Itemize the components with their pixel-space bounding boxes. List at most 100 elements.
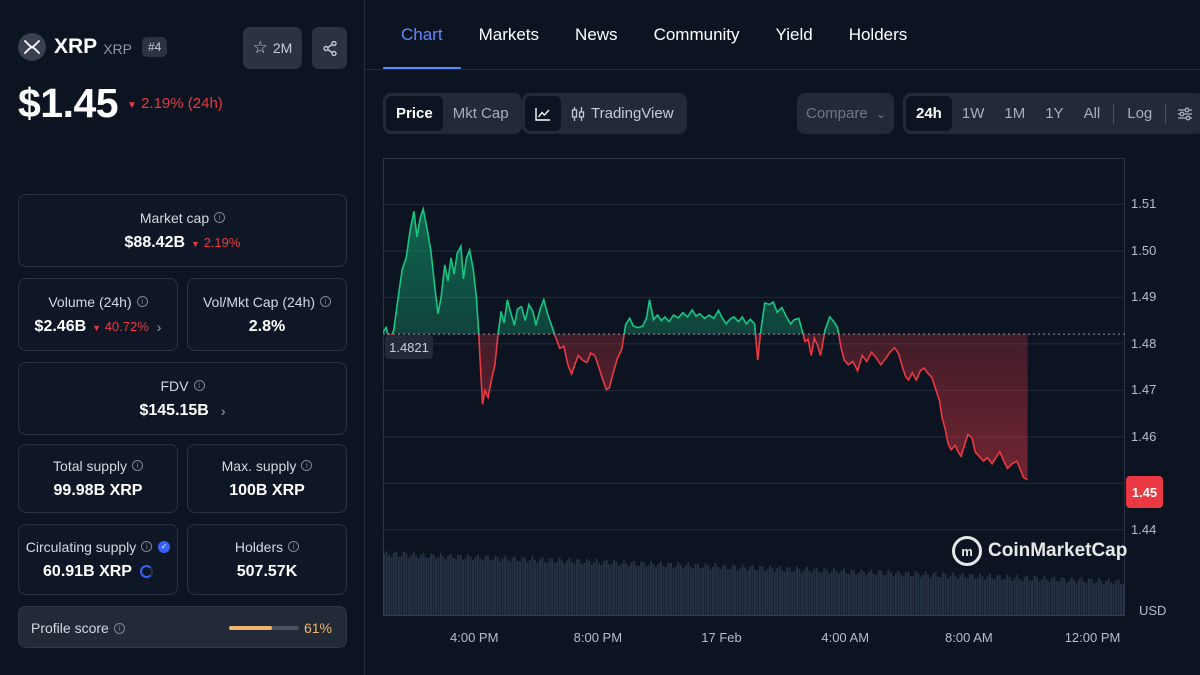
y-tick-label: 1.50 <box>1131 242 1157 258</box>
volume-change: ▼ 40.72% <box>92 319 149 334</box>
volume-bar <box>798 568 801 616</box>
volume-bar <box>489 560 492 616</box>
log-scale-button[interactable]: Log <box>1127 105 1153 122</box>
volume-bar <box>429 553 432 616</box>
volume-bar <box>417 558 420 616</box>
volume-bar <box>449 553 452 616</box>
volume-bar <box>971 574 974 616</box>
currency-label: USD <box>1139 603 1167 618</box>
volume-bar <box>412 552 415 616</box>
volume-bar <box>625 563 628 616</box>
x-tick-label: 4:00 AM <box>821 630 870 645</box>
vol-mkt-cap-value: 2.8% <box>248 317 286 335</box>
current-price: $1.45 <box>18 80 119 126</box>
info-icon[interactable]: i <box>131 460 143 471</box>
volume-bar <box>761 566 764 616</box>
volume-bar <box>951 572 954 616</box>
volume-bar <box>766 569 769 616</box>
info-icon[interactable]: i <box>141 541 153 552</box>
volume-bar <box>754 569 756 616</box>
range-1m-button[interactable]: 1M <box>1004 105 1026 122</box>
chart-settings-button[interactable] <box>1169 96 1200 131</box>
tab-yield[interactable]: Yield <box>775 25 813 44</box>
range-all-button[interactable]: All <box>1083 105 1101 122</box>
price-chart[interactable] <box>383 158 1125 616</box>
volume-bar <box>491 559 494 616</box>
info-icon[interactable]: i <box>136 296 148 307</box>
tab-chart[interactable]: Chart <box>383 0 461 70</box>
volume-bar <box>892 576 895 616</box>
volume-bar <box>756 570 759 616</box>
volume-bar <box>684 565 687 616</box>
volume-bar <box>1102 584 1105 616</box>
share-icon <box>322 40 337 56</box>
price-chart-svg[interactable] <box>383 158 1125 616</box>
open-price-tag: 1.4821 <box>385 335 433 359</box>
volume-bar <box>847 573 850 616</box>
line-chart-button[interactable] <box>525 96 561 131</box>
volume-bar <box>731 564 734 616</box>
volume-bar <box>1031 580 1033 616</box>
volume-bar <box>516 560 519 616</box>
profile-score-row[interactable]: Profile score i 61% <box>18 606 347 648</box>
rank-badge: #4 <box>141 37 168 57</box>
volume-bar <box>617 565 620 616</box>
volume-bar <box>632 560 635 616</box>
price-toggle-button[interactable]: Price <box>386 96 443 131</box>
volume-bar <box>1006 574 1009 616</box>
watchlist-button[interactable]: ☆ 2M <box>243 27 302 69</box>
fdv-card[interactable]: FDV i $145.15B › <box>18 362 347 435</box>
range-24h-button[interactable]: 24h <box>906 96 952 131</box>
volume-bar <box>979 573 982 616</box>
volume-bar <box>843 568 846 616</box>
volume-bar <box>823 568 826 616</box>
volume-bar <box>1021 580 1024 616</box>
info-icon[interactable]: i <box>301 460 313 471</box>
tab-markets[interactable]: Markets <box>478 25 540 44</box>
volume-bar <box>1120 583 1123 616</box>
volume-bar <box>437 556 440 616</box>
volume-bar <box>593 561 596 616</box>
share-button[interactable] <box>312 27 347 69</box>
info-icon[interactable]: i <box>193 380 205 391</box>
volume-bar <box>558 557 561 616</box>
tab-news[interactable]: News <box>575 25 618 44</box>
compare-dropdown[interactable]: Compare ⌄ <box>797 93 894 134</box>
volume-bar <box>875 575 878 616</box>
volume-bar <box>422 552 425 616</box>
volume-bar <box>894 573 897 616</box>
volume-bar <box>1068 580 1071 616</box>
info-icon[interactable]: i <box>320 296 332 307</box>
volume-bar <box>981 576 984 616</box>
volume-bar <box>469 556 472 616</box>
volume-card[interactable]: Volume (24h) i $2.46B ▼ 40.72% › <box>18 278 178 351</box>
volume-bar <box>679 564 682 616</box>
volume-bar <box>1058 581 1061 616</box>
mktcap-toggle-button[interactable]: Mkt Cap <box>452 105 509 122</box>
volume-bar <box>932 573 935 616</box>
tab-community[interactable]: Community <box>653 25 740 44</box>
info-icon[interactable]: i <box>214 212 226 223</box>
info-icon[interactable]: i <box>288 541 300 552</box>
volume-bar <box>1013 577 1016 616</box>
volume-bar <box>677 562 680 616</box>
price-mktcap-toggle: Price Mkt Cap <box>383 93 522 134</box>
info-icon[interactable]: i <box>113 622 125 634</box>
compare-label: Compare <box>806 105 868 122</box>
volume-bar <box>519 561 522 616</box>
volume-bar <box>964 577 967 616</box>
volume-bar <box>1035 577 1038 616</box>
tab-holders[interactable]: Holders <box>848 25 908 44</box>
volume-bar <box>640 561 643 616</box>
volume-bar <box>828 573 831 616</box>
range-1y-button[interactable]: 1Y <box>1045 105 1064 122</box>
volume-bar <box>746 570 749 616</box>
volume-bar <box>543 561 546 616</box>
area-below-baseline <box>383 334 1028 480</box>
volume-bar <box>830 571 833 616</box>
tradingview-button[interactable]: TradingView <box>561 96 684 131</box>
range-1w-button[interactable]: 1W <box>961 105 985 122</box>
watermark-text: CoinMarketCap <box>988 540 1128 561</box>
volume-bar <box>548 558 551 616</box>
volume-bar <box>387 554 390 616</box>
